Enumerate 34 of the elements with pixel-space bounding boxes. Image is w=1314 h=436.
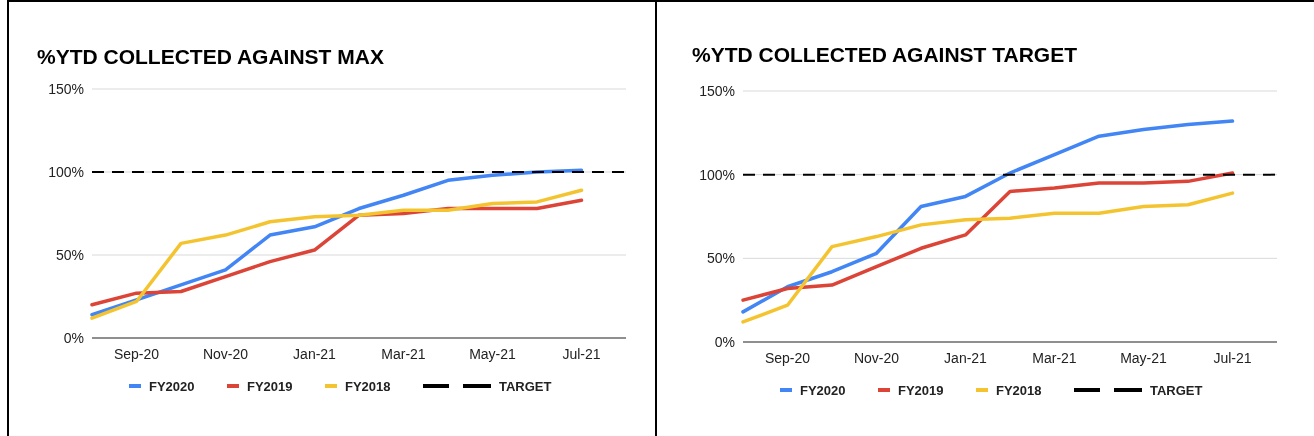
x-tick-label: May-21 [1120,350,1168,366]
legend-label: TARGET [499,378,552,394]
y-tick-label: 100% [699,166,735,183]
legend-label: FY2019 [898,382,944,398]
line-series [741,119,1235,314]
legend-label: FY2018 [345,378,391,394]
x-tick-label: Sep-20 [764,350,811,366]
y-tick-label: 150% [48,80,84,97]
x-tick-label: Jan-21 [293,346,337,362]
y-tick-label: 0% [63,329,84,346]
line-series [741,171,1235,302]
x-tick-label: Nov-20 [202,346,249,362]
legend-label: FY2020 [800,382,846,398]
x-tick-label: Mar-21 [1032,350,1077,366]
line-series [741,191,1235,324]
x-tick-label: Sep-20 [113,346,160,362]
y-tick-label: 50% [706,250,735,267]
chart-title: %YTD COLLECTED AGAINST TARGET [692,43,1078,66]
x-tick-label: Jan-21 [944,350,988,366]
legend-label: FY2018 [996,382,1042,398]
legend-label: FY2020 [149,378,195,394]
x-tick-label: Mar-21 [381,346,426,362]
y-tick-label: 100% [48,163,84,180]
x-tick-label: Nov-20 [853,350,900,366]
x-tick-label: Jul-21 [1213,350,1252,366]
x-tick-label: May-21 [469,346,517,362]
x-tick-label: Jul-21 [562,346,601,362]
line-series [90,188,584,320]
legend-label: TARGET [1150,382,1203,398]
y-tick-label: 0% [714,333,735,350]
y-tick-label: 150% [699,82,735,99]
y-tick-label: 50% [55,246,84,263]
chart-title: %YTD COLLECTED AGAINST MAX [37,45,384,68]
legend-label: FY2019 [247,378,293,394]
